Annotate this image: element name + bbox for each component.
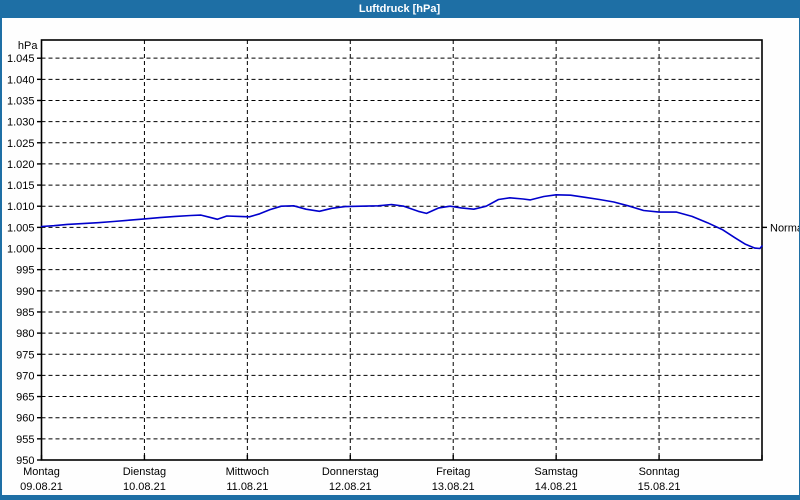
y-tick-label: 950 bbox=[16, 455, 34, 467]
y-tick-label: 1.010 bbox=[7, 201, 35, 213]
y-tick-label: 985 bbox=[16, 307, 34, 319]
day-date-label: 10.08.21 bbox=[123, 481, 166, 493]
day-date-label: 15.08.21 bbox=[638, 481, 681, 493]
y-tick-label: 970 bbox=[16, 370, 34, 382]
day-name-label: Sonntag bbox=[639, 466, 680, 478]
y-tick-label: 1.015 bbox=[7, 180, 35, 192]
day-name-label: Samstag bbox=[534, 466, 577, 478]
y-tick-label: 1.030 bbox=[7, 117, 35, 129]
plot-background bbox=[41, 40, 762, 460]
day-date-label: 13.08.21 bbox=[432, 481, 475, 493]
window-title: Luftdruck [hPa] bbox=[358, 3, 441, 15]
y-tick-label: 980 bbox=[16, 328, 34, 340]
plot-frame bbox=[40, 39, 763, 461]
y-tick-label: 965 bbox=[16, 392, 34, 404]
day-name-label: Montag bbox=[23, 466, 60, 478]
chart-area: 1.045 1.040 1.035 1.030 1.025 1.020 1.015 1.010… bbox=[4, 18, 799, 495]
y-tick-label: 1.025 bbox=[7, 138, 35, 150]
y-axis-unit-label: hPa bbox=[18, 40, 38, 52]
y-tick-label: 1.000 bbox=[7, 244, 35, 256]
y-tick-label: 1.005 bbox=[7, 222, 35, 234]
day-name-label: Freitag bbox=[436, 466, 470, 478]
y-tick-label: 960 bbox=[16, 413, 34, 425]
y-tick-label: 1.020 bbox=[7, 159, 35, 171]
y-tick-label: 990 bbox=[16, 286, 34, 298]
day-date-label: 09.08.21 bbox=[20, 481, 63, 493]
y-tick-label: 955 bbox=[16, 434, 34, 446]
day-name-label: Dienstag bbox=[123, 466, 166, 478]
chart-svg: 1.045 1.040 1.035 1.030 1.025 1.020 1.015 1.010… bbox=[7, 39, 799, 493]
y-tick-label: 1.045 bbox=[7, 53, 35, 65]
day-name-label: Mittwoch bbox=[226, 466, 269, 478]
y-tick-label: 975 bbox=[16, 349, 34, 361]
pressure-line bbox=[40, 194, 763, 250]
window-titlebar: Luftdruck [hPa] bbox=[2, 0, 797, 18]
y-tick-label: 1.035 bbox=[7, 95, 35, 107]
y-tick-label: 995 bbox=[16, 265, 34, 277]
day-date-label: 14.08.21 bbox=[535, 481, 578, 493]
day-name-label: Donnerstag bbox=[322, 466, 379, 478]
normal-label: Normal bbox=[770, 222, 799, 234]
day-date-label: 12.08.21 bbox=[329, 481, 372, 493]
y-tick-label: 1.040 bbox=[7, 74, 35, 86]
day-date-label: 11.08.21 bbox=[226, 481, 268, 493]
